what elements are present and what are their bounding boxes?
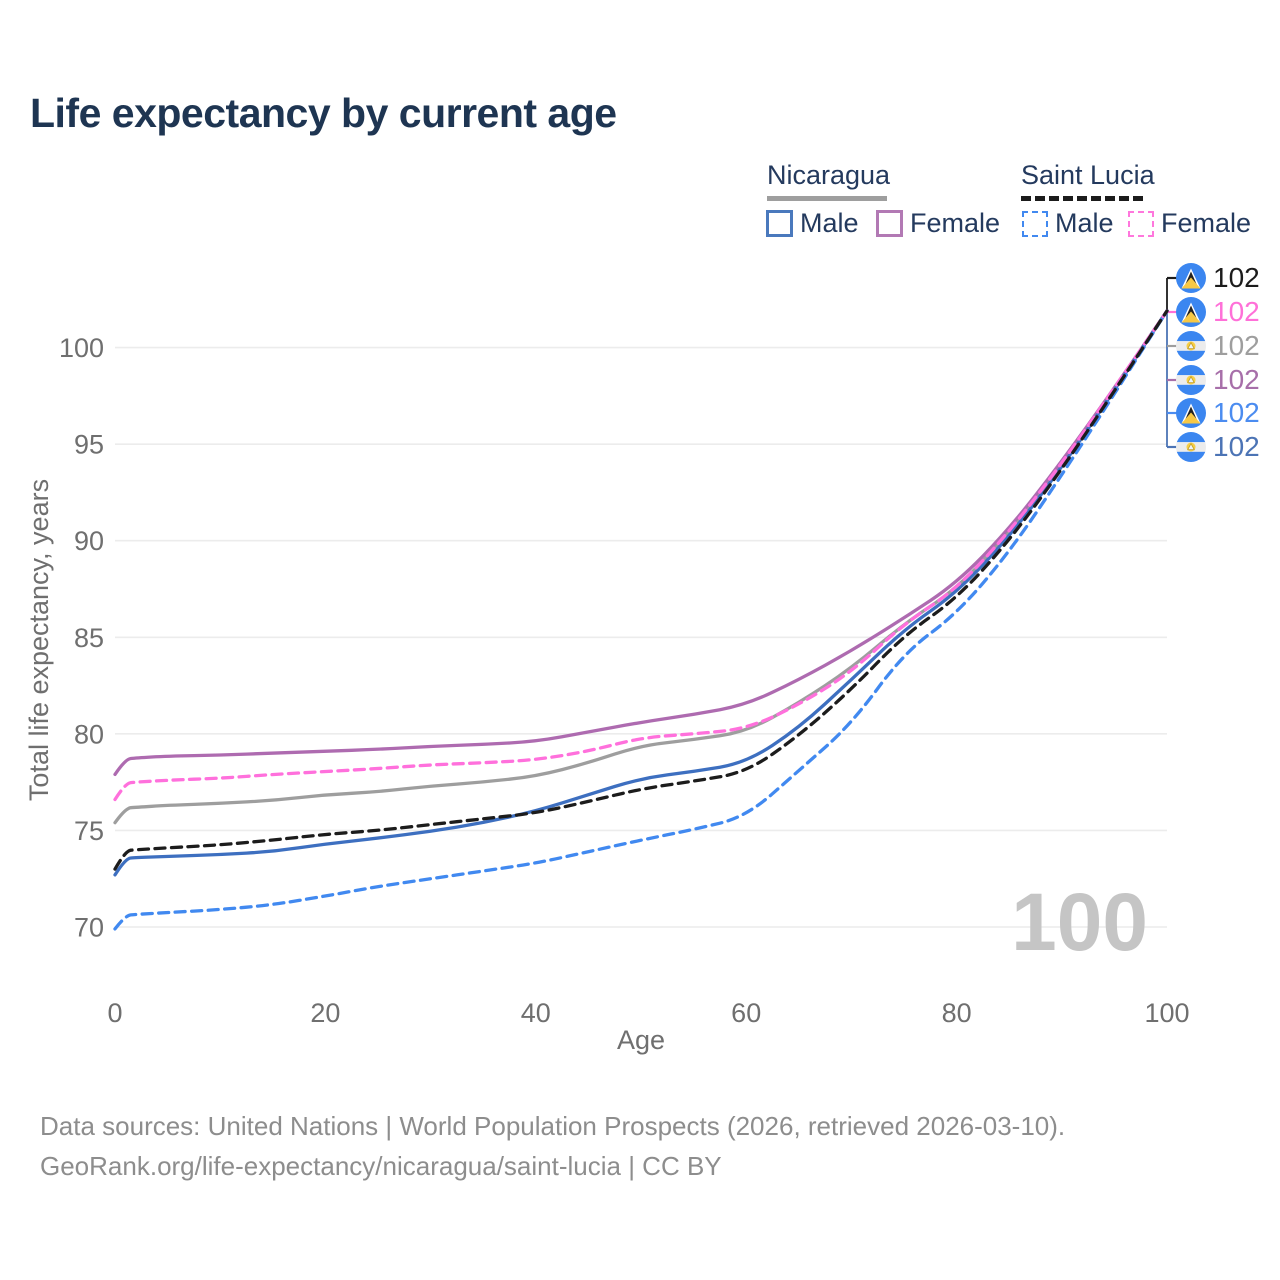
legend-item-label: Male — [1055, 208, 1114, 238]
end-label-row: 102 — [1176, 297, 1260, 327]
y-tick-label-80: 80 — [74, 719, 104, 749]
saint-lucia-flag-icon — [1176, 297, 1206, 327]
axis-labels: Age Total life expectancy, years — [24, 479, 665, 1055]
y-tick-label-70: 70 — [74, 913, 104, 943]
end-label-value: 102 — [1213, 431, 1260, 462]
legend-item-nicaragua-female[interactable]: Female — [876, 208, 1000, 239]
end-label-row: 102 — [1176, 432, 1260, 462]
saint-lucia-female-swatch-icon — [1128, 210, 1154, 237]
end-label-value: 102 — [1213, 364, 1260, 395]
nicaragua-flag-icon — [1176, 331, 1206, 361]
saint-lucia-flag-icon — [1176, 263, 1206, 293]
legend-item-label: Male — [800, 208, 859, 238]
x-tick-label-0: 0 — [107, 998, 122, 1028]
end-label-row: 102 — [1176, 263, 1260, 293]
legend-group-saint-lucia[interactable]: Saint Lucia — [1021, 160, 1155, 190]
y-tick-label-95: 95 — [74, 430, 104, 460]
legend-item-saint-lucia-male[interactable]: Male — [1022, 208, 1114, 239]
x-tick-label-60: 60 — [731, 998, 761, 1028]
caption-line-2: GeoRank.org/life-expectancy/nicaragua/sa… — [40, 1151, 722, 1181]
x-axis-title: Age — [617, 1025, 665, 1055]
end-label-row: 102 — [1176, 398, 1260, 428]
line-saint-lucia-male — [113, 309, 1169, 931]
saint-lucia-flag-icon — [1176, 398, 1206, 428]
legend: Nicaragua Saint Lucia Male Female Male F… — [765, 160, 1265, 240]
line-saint-lucia — [113, 309, 1169, 871]
caption: Data sources: United Nations | World Pop… — [40, 1106, 1065, 1186]
legend-item-label: Female — [1161, 208, 1252, 238]
legend-item-nicaragua-male[interactable]: Male — [766, 208, 859, 239]
nicaragua-female-swatch-icon — [876, 210, 903, 237]
end-label-value: 102 — [1213, 330, 1260, 361]
end-label-value: 102 — [1213, 296, 1260, 327]
y-tick-label-75: 75 — [74, 816, 104, 846]
legend-item-label: Female — [910, 208, 1001, 238]
legend-item-saint-lucia-female[interactable]: Female — [1128, 208, 1251, 239]
legend-group-nicaragua[interactable]: Nicaragua — [767, 160, 891, 190]
grid-layer: 70 75 80 85 90 95 100 0 20 40 60 80 100 — [59, 333, 1190, 1028]
page-title: Life expectancy by current age — [30, 90, 617, 136]
series-layer — [113, 309, 1169, 931]
end-label-row: 102 — [1176, 365, 1260, 395]
x-tick-label-20: 20 — [310, 998, 340, 1028]
leader-lines — [1166, 276, 1177, 449]
line-nicaragua-male — [113, 309, 1169, 877]
saint-lucia-male-swatch-icon — [1022, 210, 1048, 237]
nicaragua-flag-icon — [1176, 365, 1206, 395]
end-label-value: 102 — [1213, 397, 1260, 428]
y-tick-label-90: 90 — [74, 526, 104, 556]
x-tick-label-80: 80 — [942, 998, 972, 1028]
y-tick-label-85: 85 — [74, 623, 104, 653]
x-tick-label-100: 100 — [1144, 998, 1189, 1028]
line-nicaragua-female — [113, 309, 1169, 777]
legend-underline-saint-lucia — [1021, 196, 1143, 201]
x-tick-label-40: 40 — [521, 998, 551, 1028]
legend-underline-nicaragua — [767, 196, 887, 201]
watermark-age: 100 — [1011, 877, 1148, 968]
end-label-value: 102 — [1213, 262, 1260, 293]
nicaragua-flag-icon — [1176, 432, 1206, 462]
caption-line-1: Data sources: United Nations | World Pop… — [40, 1111, 1066, 1141]
y-axis-title: Total life expectancy, years — [24, 479, 54, 801]
nicaragua-male-swatch-icon — [766, 210, 793, 237]
line-nicaragua — [113, 309, 1169, 825]
end-label-row: 102 — [1176, 331, 1260, 361]
y-tick-label-100: 100 — [59, 333, 104, 363]
line-saint-lucia-female — [113, 309, 1169, 802]
